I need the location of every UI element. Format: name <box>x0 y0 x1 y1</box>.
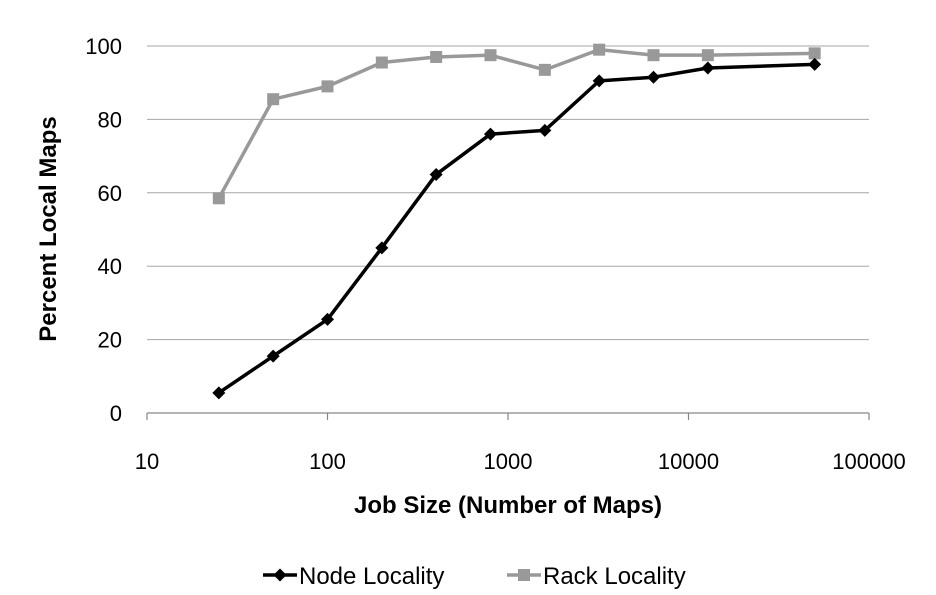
node-locality-point <box>592 74 606 88</box>
node-locality-point <box>538 123 552 137</box>
node-locality-point <box>701 61 715 75</box>
rack-locality-point <box>430 51 443 64</box>
rack-locality-point <box>484 49 497 62</box>
node-locality-point <box>321 312 334 326</box>
rack-locality-point <box>267 93 280 106</box>
node-locality-point <box>266 349 280 363</box>
y-tick-labels: 0 20 40 60 80 100 <box>85 34 122 426</box>
y-tick-label: 40 <box>98 254 122 279</box>
x-tick-label: 100 <box>309 449 346 474</box>
x-tick-label: 10 <box>135 449 159 474</box>
x-tick-label: 10000 <box>658 449 719 474</box>
node-locality-line <box>217 62 815 395</box>
rack-locality-point <box>538 63 551 76</box>
series-layer <box>212 43 822 400</box>
legend: Node Locality Rack Locality <box>263 563 686 590</box>
y-tick-label: 60 <box>98 181 122 206</box>
x-tick-labels: 10 100 1000 10000 100000 <box>135 449 906 474</box>
axes <box>146 412 870 420</box>
legend-label: Node Locality <box>299 563 444 590</box>
rack-locality-point <box>321 80 334 93</box>
legend-swatch-marker <box>273 568 287 582</box>
node-locality-point <box>484 127 498 141</box>
rack-locality-point <box>212 192 225 205</box>
node-locality-point <box>647 70 661 84</box>
y-tick-label: 0 <box>110 401 122 426</box>
gridlines <box>147 45 869 341</box>
legend-swatch-marker <box>518 569 530 581</box>
x-tick-label: 1000 <box>484 449 533 474</box>
x-axis-title: Job Size (Number of Maps) <box>354 492 662 519</box>
rack-locality-point <box>808 47 821 60</box>
y-axis-title: Percent Local Maps <box>35 116 62 341</box>
rack-locality-point <box>701 49 714 62</box>
legend-item-node-locality: Node Locality <box>263 563 444 590</box>
rack-locality-line <box>217 47 815 200</box>
legend-label: Rack Locality <box>543 563 686 590</box>
x-tick-label: 100000 <box>832 449 905 474</box>
y-tick-label: 80 <box>98 107 122 132</box>
node-locality-point <box>375 241 389 255</box>
series-rack-locality <box>212 43 821 205</box>
node-locality-point <box>429 167 443 181</box>
y-tick-label: 100 <box>85 34 122 59</box>
node-locality-point <box>808 57 822 71</box>
rack-locality-point <box>375 56 388 69</box>
y-tick-label: 20 <box>98 328 122 353</box>
rack-locality-point <box>593 43 606 56</box>
legend-item-rack-locality: Rack Locality <box>507 563 686 590</box>
series-node-locality <box>212 57 822 400</box>
node-locality-point <box>212 386 226 400</box>
rack-locality-point <box>647 49 660 62</box>
